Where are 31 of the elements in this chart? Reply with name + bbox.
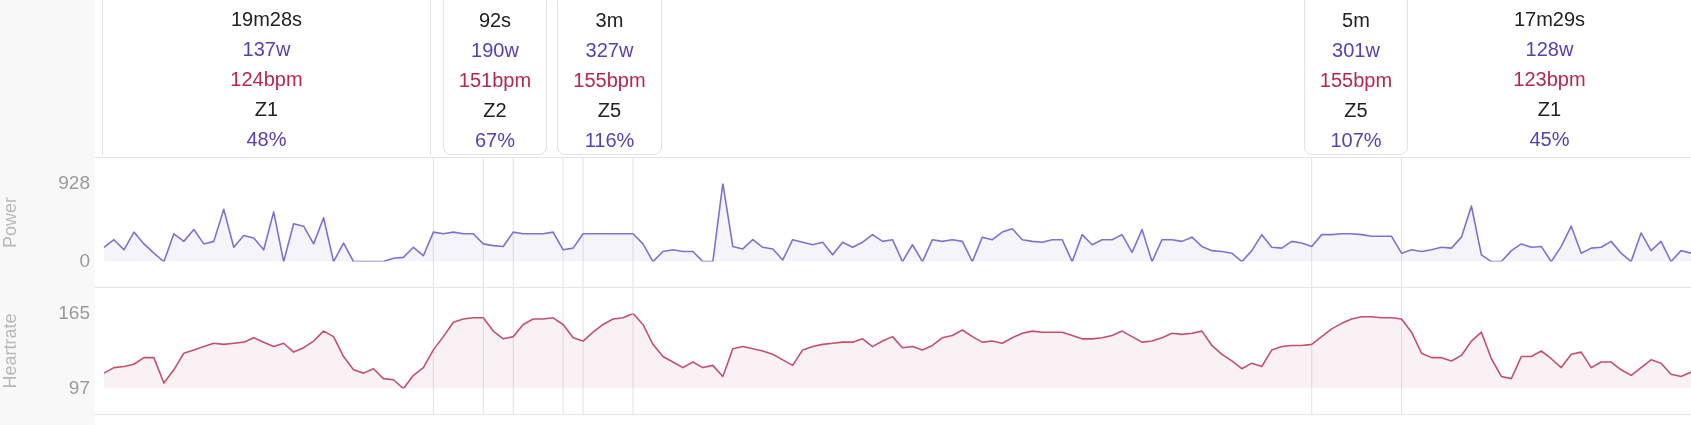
text: 151bpm <box>457 68 533 93</box>
text: Z1 <box>253 97 280 122</box>
text: 3m <box>594 8 625 33</box>
y-tick-label: 0 <box>79 249 90 271</box>
text: 190w <box>470 38 520 63</box>
text: 45% <box>1528 127 1571 152</box>
text: 19m28s <box>229 7 304 32</box>
text: 48% <box>245 127 288 152</box>
y-tick-label: 97 <box>68 376 90 398</box>
text: 301w <box>1331 38 1381 63</box>
text: 107% <box>1329 128 1383 153</box>
text: 67% <box>474 128 516 153</box>
y-axis-title: Heartrate <box>0 313 20 389</box>
text: 92s <box>477 8 513 33</box>
y-tick-label: 928 <box>58 171 90 193</box>
text: 17m29s <box>1512 7 1587 32</box>
text: 128w <box>1524 37 1575 62</box>
text: Z5 <box>1343 98 1369 123</box>
text: 123bpm <box>1512 67 1587 92</box>
text: 155bpm <box>572 68 647 93</box>
text: 155bpm <box>1318 68 1394 93</box>
text: Z2 <box>482 98 508 123</box>
text: 124bpm <box>229 67 304 92</box>
y-axis-title: Power <box>0 196 20 249</box>
y-tick-label: 165 <box>58 301 90 323</box>
text: 116% <box>583 128 636 153</box>
text: Z5 <box>596 98 623 123</box>
text: Z1 <box>1536 97 1563 122</box>
text: 327w <box>584 38 635 63</box>
text: 137w <box>241 37 292 62</box>
text: 5m <box>1341 8 1371 33</box>
